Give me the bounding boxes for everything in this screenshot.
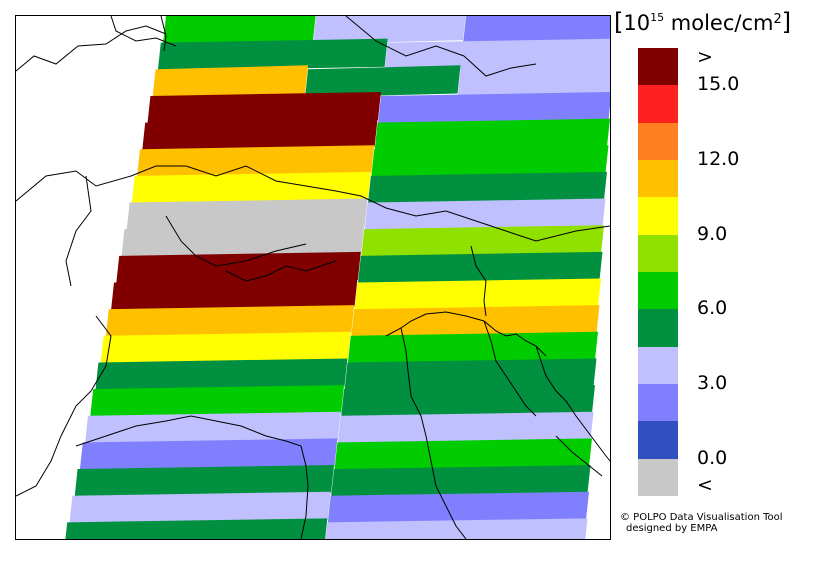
swath-pixel	[157, 38, 388, 71]
colorbar-bottom-label: <	[697, 474, 713, 496]
swath-map	[16, 16, 610, 539]
colorbar-swatch	[638, 48, 678, 86]
swath-pixel	[463, 16, 610, 45]
swath-pixel	[100, 331, 351, 364]
map-panel	[15, 15, 611, 540]
swath-pixel	[341, 385, 595, 418]
border-line	[16, 165, 610, 242]
swath-pixel	[337, 411, 594, 444]
credit-line-2: designed by EMPA	[626, 523, 718, 534]
swath-pixel	[163, 16, 316, 45]
swath-pixel	[152, 65, 309, 98]
swath-pixel	[305, 65, 461, 98]
colorbar-top-label: >	[697, 46, 713, 68]
swath-pixel	[325, 518, 588, 539]
colorbar-units: [1015 molec/cm2]	[614, 8, 792, 36]
swath-pixel	[105, 305, 355, 338]
swath-pixel	[351, 305, 600, 338]
border-line	[160, 16, 167, 52]
swath-pixel	[313, 16, 466, 45]
border-line	[345, 16, 465, 57]
swath-pixel	[357, 251, 603, 284]
swath-pixel	[74, 465, 335, 498]
colorbar-tick-label: 12.0	[697, 148, 740, 170]
colorbar-tick-label: 9.0	[697, 222, 728, 245]
swath-pixel	[364, 198, 606, 231]
swath-pixel	[90, 385, 345, 418]
colorbar-swatch	[638, 234, 678, 273]
swath-pixel	[79, 438, 338, 471]
coastline-layer	[16, 16, 610, 539]
credit-text: © POLPO Data Visualisation Tool designed…	[620, 512, 783, 534]
border-line	[110, 16, 177, 47]
coastline	[483, 320, 537, 417]
colorbar-swatch	[638, 421, 678, 460]
border-line	[65, 175, 92, 287]
swath-pixel	[334, 438, 592, 471]
swath-pixel	[147, 91, 381, 125]
colorbar-swatch	[638, 309, 678, 348]
swath-pixel	[371, 145, 609, 178]
colorbar-swatch	[638, 160, 678, 198]
swath-pixel	[65, 518, 328, 539]
border-line	[16, 25, 167, 72]
swath-layer	[65, 16, 610, 539]
coastline	[535, 345, 610, 462]
colorbar-swatch	[638, 122, 678, 161]
colorbar-swatch	[638, 272, 678, 310]
swath-pixel	[367, 171, 607, 205]
colorbar-swatch	[638, 346, 678, 385]
swath-pixel	[327, 491, 589, 524]
border-line	[16, 315, 112, 497]
swath-pixel	[95, 358, 348, 391]
swath-pixel	[126, 198, 368, 231]
colorbar-swatch	[638, 458, 678, 497]
swath-pixel	[361, 225, 604, 258]
swath-pixel	[131, 171, 371, 205]
swath-pixel	[121, 225, 365, 258]
swath-pixel	[374, 118, 610, 151]
colorbar-tick-label: 0.0	[697, 446, 728, 469]
coastline	[555, 435, 603, 477]
colorbar	[638, 48, 678, 497]
border-line	[225, 260, 337, 282]
colorbar-tick-label: 6.0	[697, 297, 728, 320]
colorbar-swatch	[638, 197, 678, 236]
swath-pixel	[354, 278, 601, 311]
colorbar-tick-label: 15.0	[697, 73, 740, 96]
colorbar-tick-label: 3.0	[697, 372, 728, 394]
swath-pixel	[377, 91, 610, 125]
border-line	[470, 245, 487, 317]
swath-pixel	[111, 278, 358, 311]
border-line	[463, 55, 537, 77]
swath-pixel	[69, 491, 331, 524]
border-line	[165, 215, 307, 267]
colorbar-swatch	[638, 384, 678, 422]
colorbar-swatch	[638, 85, 678, 124]
coastline	[75, 415, 309, 539]
swath-pixel	[116, 251, 361, 284]
swath-pixel	[347, 331, 598, 364]
coastline	[400, 327, 467, 539]
swath-pixel	[85, 411, 341, 444]
swath-pixel	[142, 118, 378, 151]
swath-pixel	[331, 465, 591, 498]
credit-line-1: © POLPO Data Visualisation Tool	[620, 512, 783, 523]
swath-pixel	[384, 38, 610, 71]
